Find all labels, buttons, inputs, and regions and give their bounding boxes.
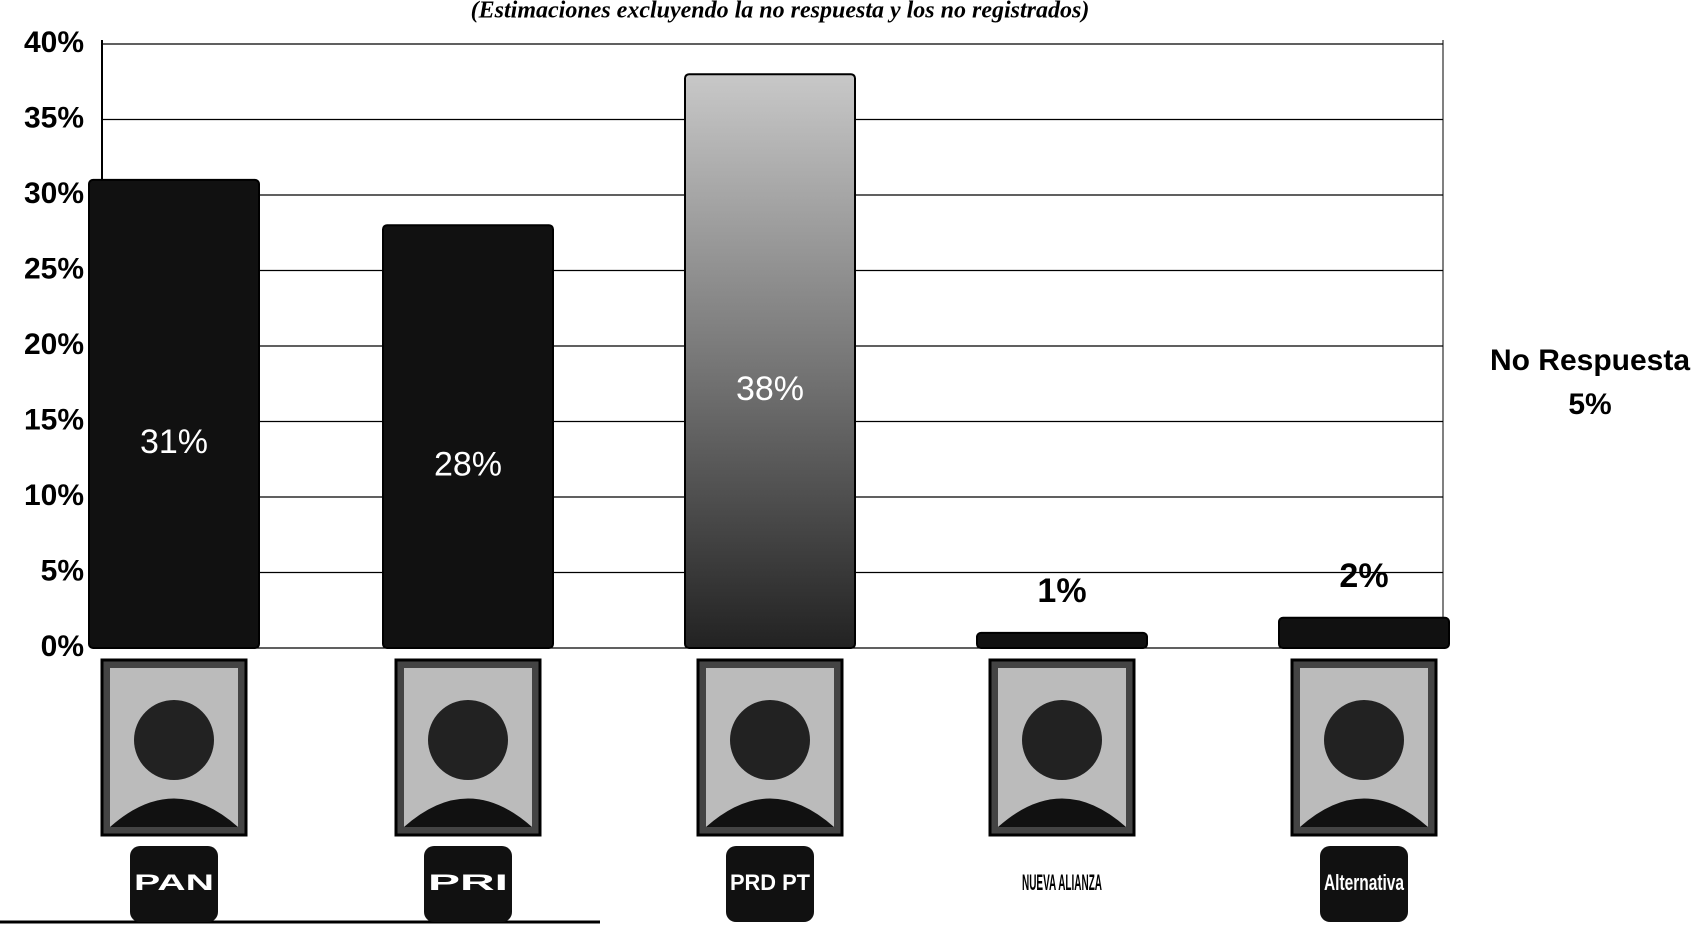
photo-face <box>1324 700 1404 780</box>
y-tick-label: 20% <box>24 328 84 361</box>
chart: (Estimaciones excluyendo la no respuesta… <box>0 0 1708 926</box>
y-tick-label: 15% <box>24 403 84 436</box>
bar <box>89 180 259 648</box>
data-label: 2% <box>1339 557 1388 595</box>
photo-face <box>1022 700 1102 780</box>
y-tick-label: 0% <box>41 630 84 663</box>
x-tick-label: NUEVA ALIANZA <box>1022 870 1102 895</box>
bar <box>1279 618 1449 648</box>
annotation: 5% <box>1568 388 1611 421</box>
data-label: 28% <box>434 446 502 484</box>
y-tick-label: 25% <box>24 252 84 285</box>
y-tick-label: 30% <box>24 177 84 210</box>
data-label: 31% <box>140 423 208 461</box>
bar <box>977 633 1147 648</box>
data-label: 38% <box>736 370 804 408</box>
x-tick-label: PRD PT <box>730 870 811 895</box>
y-tick-label: 10% <box>24 479 84 512</box>
bar <box>383 225 553 648</box>
photo-face <box>730 700 810 780</box>
data-label: 1% <box>1037 572 1086 610</box>
y-tick-label: 5% <box>41 554 84 587</box>
photo-face <box>134 700 214 780</box>
x-tick-label: PRI <box>428 870 508 895</box>
x-tick-label: Alternativa <box>1324 870 1405 895</box>
x-tick-label: PAN <box>134 870 214 895</box>
annotation: No Respuesta <box>1490 344 1690 377</box>
y-tick-label: 35% <box>24 101 84 134</box>
y-tick-label: 40% <box>24 26 84 59</box>
photo-face <box>428 700 508 780</box>
subtitle: (Estimaciones excluyendo la no respuesta… <box>471 0 1090 24</box>
bar <box>685 74 855 648</box>
